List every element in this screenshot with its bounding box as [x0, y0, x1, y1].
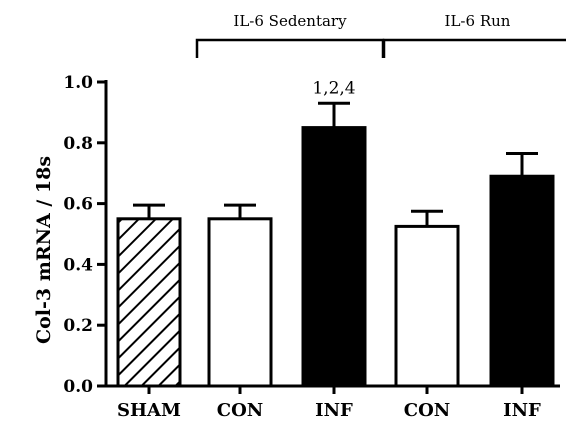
group-bracket: [195, 38, 385, 58]
x-tick-label: CON: [217, 400, 263, 421]
y-axis-label: Col-3 mRNA / 18s: [33, 156, 55, 344]
y-tick-label: 0.2: [63, 316, 93, 336]
bar: [301, 126, 367, 388]
bar: [116, 217, 182, 388]
x-tick-label: INF: [503, 400, 541, 421]
x-tick-label: INF: [315, 400, 353, 421]
bar: [394, 224, 460, 388]
y-tick-label: 0.4: [63, 255, 93, 275]
group-bracket: [382, 38, 566, 58]
y-axis: 0.0 0.2 0.4 0.6 0.8 1.0: [63, 73, 108, 397]
y-tick-label: 0.6: [63, 195, 93, 215]
bar: [489, 174, 555, 388]
group-label: IL-6 Run: [445, 12, 511, 30]
bars: 1,2,4: [116, 78, 555, 388]
x-tick-label: CON: [404, 400, 450, 421]
x-axis: SHAM CON INF CON INF: [106, 384, 560, 421]
y-tick-label: 1.0: [63, 73, 93, 93]
group-label: IL-6 Sedentary: [233, 12, 347, 30]
y-tick-label: 0.0: [63, 377, 93, 397]
y-tick-label: 0.8: [63, 134, 93, 154]
x-tick-label: SHAM: [117, 400, 181, 421]
significance-annotation: 1,2,4: [312, 78, 355, 98]
bar: [207, 217, 273, 388]
